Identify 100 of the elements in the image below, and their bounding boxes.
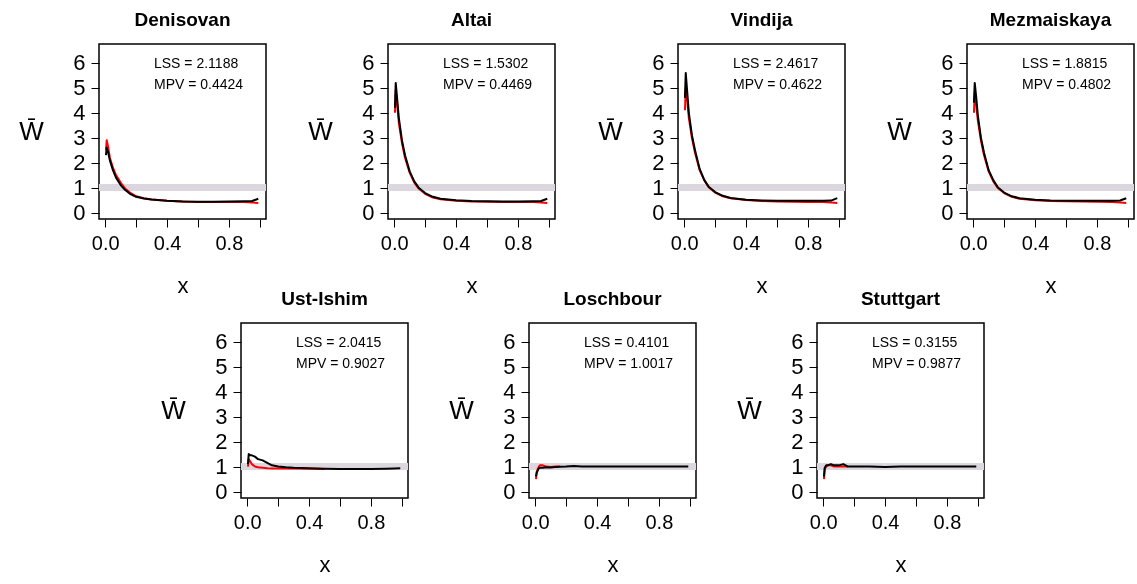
line-series (822, 464, 849, 481)
x-tick-label: 0.4 (295, 510, 324, 533)
y-tick-label: 6 (73, 50, 86, 76)
y-tick-label: 4 (362, 100, 375, 126)
annotation: LSS = 2.1188 (154, 55, 239, 71)
annotation: LSS = 2.0415 (296, 334, 382, 350)
chart-title: Loschbour (563, 288, 663, 309)
x-tick-label: 0.4 (583, 510, 612, 533)
x-axis-title: x (895, 551, 907, 577)
y-tick-label: 0 (652, 200, 665, 226)
chart-title: Denisovan (134, 9, 231, 30)
x-tick-label: 0.8 (933, 510, 962, 533)
y-tick-label: 1 (652, 175, 665, 201)
y-tick-label: 5 (503, 354, 516, 380)
y-tick-label: 2 (791, 429, 804, 455)
y-tick-label: 2 (503, 429, 516, 455)
y-tick-label: 0 (941, 200, 954, 226)
y-axis-title: W̄ (887, 116, 913, 146)
x-axis-title: x (607, 551, 619, 577)
y-tick-label: 0 (791, 479, 804, 505)
y-tick-label: 1 (941, 175, 954, 201)
x-tick-label: 0.8 (794, 231, 823, 254)
y-tick-label: 0 (362, 200, 375, 226)
annotation: LSS = 1.5302 (443, 55, 529, 71)
chart-title: Mezmaiskaya (989, 9, 1112, 30)
y-tick-label: 6 (652, 50, 665, 76)
x-tick-label: 0.8 (645, 510, 674, 533)
x-tick-label: 0.4 (442, 231, 471, 254)
y-tick-label: 5 (73, 75, 86, 101)
annotation: MPV = 0.9027 (296, 355, 386, 371)
x-tick-label: 0.4 (732, 231, 761, 254)
y-tick-label: 0 (73, 200, 86, 226)
annotation: MPV = 0.4622 (733, 76, 823, 92)
x-tick-label: 0.8 (1083, 231, 1112, 254)
y-tick-label: 1 (791, 454, 804, 480)
x-tick-label: 0.8 (215, 231, 244, 254)
y-tick-label: 0 (215, 479, 228, 505)
y-tick-label: 6 (503, 329, 516, 355)
x-axis-title: x (466, 272, 478, 298)
y-tick-label: 3 (791, 404, 804, 430)
y-axis-title: W̄ (161, 395, 187, 425)
y-tick-label: 2 (215, 429, 228, 455)
y-tick-label: 4 (503, 379, 516, 405)
x-axis-title: x (1045, 272, 1057, 298)
y-tick-label: 4 (73, 100, 86, 126)
y-tick-label: 6 (215, 329, 228, 355)
x-tick-label: 0.0 (521, 510, 550, 533)
annotation: LSS = 0.4101 (584, 334, 670, 350)
y-axis-title: W̄ (737, 395, 763, 425)
y-tick-label: 5 (791, 354, 804, 380)
x-tick-label: 0.0 (380, 231, 409, 254)
annotation: MPV = 0.4802 (1022, 76, 1112, 92)
y-tick-label: 3 (362, 125, 375, 151)
y-tick-label: 5 (652, 75, 665, 101)
line-series (822, 463, 978, 478)
x-axis-title: x (319, 551, 331, 577)
y-tick-label: 3 (503, 404, 516, 430)
x-tick-label: 0.0 (91, 231, 120, 254)
x-axis-title: x (756, 272, 768, 298)
y-tick-label: 3 (73, 125, 86, 151)
annotation: MPV = 0.9877 (872, 355, 962, 371)
chart-title: Altai (450, 9, 493, 30)
y-tick-label: 0 (503, 479, 516, 505)
chart-title: Ust-Ishim (281, 288, 368, 309)
chart-title: Stuttgart (860, 288, 941, 309)
x-tick-label: 0.4 (1021, 231, 1050, 254)
line-series (246, 453, 402, 471)
y-tick-label: 3 (215, 404, 228, 430)
y-tick-label: 3 (941, 125, 954, 151)
y-axis-title: W̄ (308, 116, 334, 146)
y-tick-label: 2 (73, 150, 86, 176)
y-tick-label: 1 (73, 175, 86, 201)
x-tick-label: 0.8 (504, 231, 533, 254)
y-tick-label: 6 (941, 50, 954, 76)
y-axis-title: W̄ (598, 116, 624, 146)
line-series (534, 465, 690, 478)
y-tick-label: 5 (215, 354, 228, 380)
x-tick-label: 0.0 (670, 231, 699, 254)
y-tick-label: 2 (941, 150, 954, 176)
x-tick-label: 0.0 (809, 510, 838, 533)
chart-title: Vindija (730, 9, 793, 30)
y-tick-label: 5 (941, 75, 954, 101)
y-tick-label: 4 (652, 100, 665, 126)
annotation: LSS = 1.8815 (1022, 55, 1108, 71)
annotation: LSS = 0.3155 (872, 334, 958, 350)
x-tick-label: 0.0 (233, 510, 262, 533)
y-tick-label: 4 (941, 100, 954, 126)
annotation: MPV = 1.0017 (584, 355, 674, 371)
y-tick-label: 6 (362, 50, 375, 76)
x-tick-label: 0.4 (871, 510, 900, 533)
x-tick-label: 0.0 (959, 231, 988, 254)
y-tick-label: 5 (362, 75, 375, 101)
y-tick-label: 1 (503, 454, 516, 480)
x-tick-label: 0.8 (357, 510, 386, 533)
x-tick-label: 0.4 (153, 231, 182, 254)
y-tick-label: 1 (215, 454, 228, 480)
annotation: LSS = 2.4617 (733, 55, 819, 71)
y-tick-label: 4 (215, 379, 228, 405)
annotation: MPV = 0.4469 (443, 76, 533, 92)
y-axis-title: W̄ (449, 395, 475, 425)
